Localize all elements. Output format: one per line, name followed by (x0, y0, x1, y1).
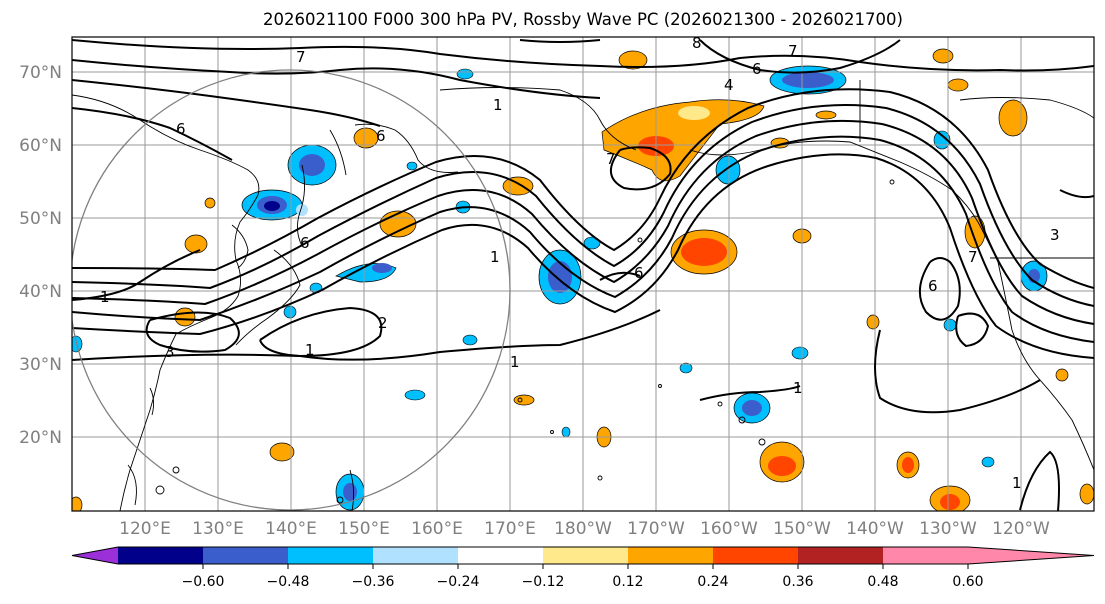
contour-label: 6 (376, 127, 386, 145)
contour-label: 6 (752, 60, 762, 78)
contour-label: 3 (165, 343, 175, 361)
latitude-labels: 70°N 60°N 50°N 40°N 30°N 20°N (19, 63, 62, 448)
lat-label: 20°N (19, 428, 62, 448)
lon-label: 180°W (554, 519, 612, 539)
colorbar-tick-label: −0.48 (267, 574, 310, 590)
negative-anomaly-region (241, 189, 303, 221)
colorbar-segment (288, 547, 373, 564)
contour-label: 7 (788, 42, 798, 60)
colorbar-outline (71, 546, 1095, 565)
colorbar: −0.60 −0.48 −0.36 −0.24 −0.12 0.12 0.24 … (71, 546, 1095, 590)
islands (155, 179, 895, 504)
lon-label: 150°W (773, 519, 831, 539)
contour-label: 1 (305, 341, 315, 359)
colorbar-segment (543, 547, 628, 564)
lat-label: 60°N (19, 136, 62, 156)
positive-anomaly-region (759, 441, 805, 483)
colorbar-segment (713, 547, 798, 564)
colorbar-tick-label: −0.60 (182, 574, 225, 590)
contour-label: 8 (692, 34, 702, 52)
pv-anomaly-shading (72, 48, 1094, 511)
colorbar-segment (203, 547, 288, 564)
colorbar-tick-label: 0.12 (612, 574, 643, 590)
contour-label: 3 (1050, 226, 1060, 244)
lat-label: 70°N (19, 63, 62, 83)
positive-anomaly-region (670, 229, 738, 275)
lon-label: 120°E (119, 519, 171, 539)
contour-label: 1 (493, 96, 503, 114)
contour-label: 4 (724, 76, 734, 94)
negative-anomaly-region (287, 144, 337, 186)
lat-label: 50°N (19, 209, 62, 229)
contour-label: 6 (634, 264, 644, 282)
longitude-labels: 120°E 130°E 140°E 150°E 160°E 170°E 180°… (119, 519, 1050, 539)
contour-label: 7 (968, 248, 978, 266)
lon-label: 170°E (484, 519, 536, 539)
colorbar-segment (883, 547, 968, 564)
contour-label: 1 (793, 379, 803, 397)
positive-anomaly-region (72, 48, 1094, 511)
colorbar-tick-label: 0.24 (697, 574, 728, 590)
lat-label: 40°N (19, 282, 62, 302)
negative-anomaly-region (335, 263, 397, 283)
colorbar-segment (373, 547, 458, 564)
positive-anomaly-region (929, 485, 971, 511)
colorbar-segment (458, 547, 543, 564)
map-frame (71, 36, 1095, 512)
colorbar-segment (798, 547, 883, 564)
colorbar-segment (628, 547, 713, 564)
colorbar-segment (72, 547, 118, 564)
contour-labels: 1 1 1 1 1 1 2 3 3 4 6 6 6 6 6 6 7 7 7 7 … (100, 34, 1060, 492)
projection-circle (72, 69, 511, 511)
lon-label: 160°W (700, 519, 758, 539)
contour-label: 1 (510, 353, 520, 371)
contour-label: 7 (606, 150, 616, 168)
contour-label: 1 (100, 288, 110, 306)
lon-label: 130°W (919, 519, 977, 539)
contour-label: 7 (296, 48, 306, 66)
contour-label: 1 (1012, 474, 1022, 492)
colorbar-tick-label: −0.36 (352, 574, 395, 590)
contour-label: 6 (928, 277, 938, 295)
negative-anomaly-region (733, 392, 771, 424)
lon-label: 120°W (992, 519, 1050, 539)
colorbar-tick-label: 0.36 (782, 574, 813, 590)
lon-label: 130°E (192, 519, 244, 539)
lat-label: 30°N (19, 355, 62, 375)
lon-label: 160°E (411, 519, 463, 539)
contour-label: 1 (490, 248, 500, 266)
contour-label: 2 (378, 314, 388, 332)
contour-label: 6 (300, 234, 310, 252)
lon-label: 170°W (627, 519, 685, 539)
pv-contours (72, 39, 1094, 511)
colorbar-ticks (202, 564, 969, 569)
figure-title: 2026021100 F000 300 hPa PV, Rossby Wave … (263, 10, 903, 29)
positive-anomaly-region (601, 99, 765, 182)
lon-label: 140°W (846, 519, 904, 539)
contour-label: 6 (176, 120, 186, 138)
colorbar-tick-label: −0.24 (437, 574, 480, 590)
lon-label: 150°E (338, 519, 390, 539)
graticule (72, 37, 1094, 511)
coastlines (72, 80, 1094, 511)
colorbar-tick-label: 0.48 (867, 574, 898, 590)
colorbar-segment (118, 547, 203, 564)
colorbar-segment (968, 547, 1094, 564)
lon-label: 140°E (265, 519, 317, 539)
colorbar-tick-label: −0.12 (522, 574, 565, 590)
colorbar-tick-label: 0.60 (952, 574, 983, 590)
negative-anomaly-region (538, 249, 582, 305)
